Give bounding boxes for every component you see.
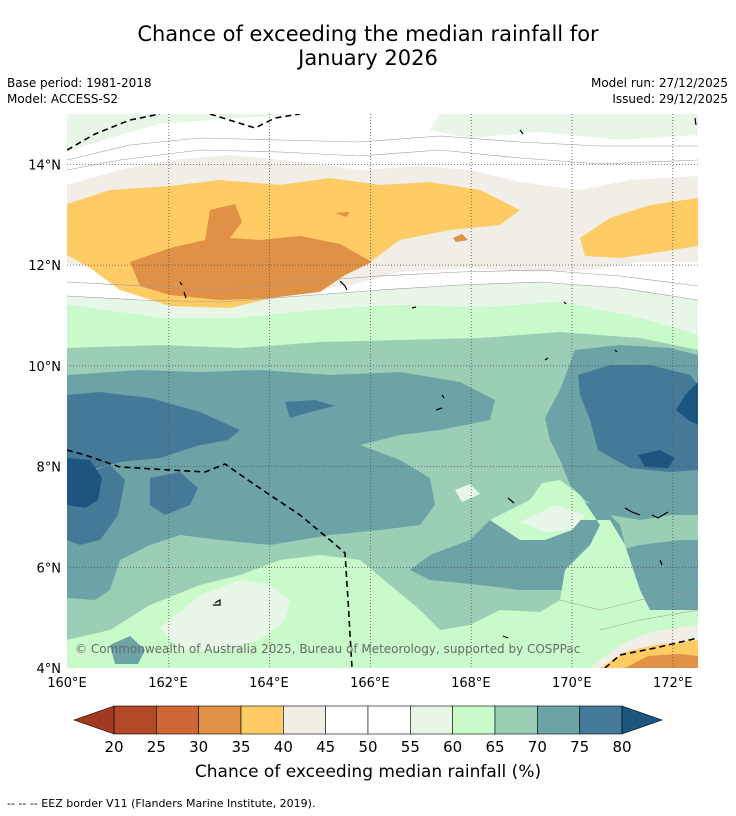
contour-above-80-east-1 — [638, 450, 675, 468]
colorbar-tick-label: 50 — [358, 738, 377, 756]
colorbar-low-extend — [73, 705, 115, 735]
contour-30-35 — [130, 204, 372, 300]
contour-75-80-west — [67, 392, 240, 470]
colorbar-swatch — [240, 705, 284, 735]
colorbar-high-extend — [621, 705, 663, 735]
colorbar-tick-label: 25 — [147, 738, 166, 756]
y-tick-label: 10°N — [28, 360, 61, 375]
colorbar-tick-label: 55 — [401, 738, 420, 756]
contour-top-green — [67, 114, 300, 152]
contour-lines — [67, 135, 698, 631]
model-name: Model: ACCESS-S2 — [7, 92, 119, 106]
colorbar-swatch — [494, 705, 538, 735]
contour-75-80-east — [578, 365, 698, 472]
colorbar-swatch — [325, 705, 369, 735]
colorbar-swatch — [283, 705, 326, 735]
x-tick-label: 172°E — [653, 676, 693, 691]
eez-footnote: -- -- -- EEZ border V11 (Flanders Marine… — [7, 797, 316, 810]
colorbar-tick-label: 80 — [612, 738, 631, 756]
y-axis-ticks: 4°N 6°N 8°N 10°N 12°N 14°N — [28, 158, 61, 677]
contour-30-35-se — [625, 654, 698, 668]
colorbar-swatch — [452, 705, 496, 735]
contour-55-60-south — [160, 580, 290, 650]
meta-right: Model run: 27/12/2025 Issued: 29/12/2025 — [591, 75, 728, 107]
title-line-2: January 2026 — [298, 46, 438, 70]
colorbar-tick-label: 20 — [104, 738, 123, 756]
contour-55-60-small — [455, 484, 480, 502]
x-axis-ticks: 160°E 162°E 164°E 166°E 168°E 170°E 172°E — [47, 676, 692, 691]
colorbar-swatch — [410, 705, 453, 735]
issued-date: Issued: 29/12/2025 — [612, 92, 728, 106]
contour-75-80-small — [285, 400, 335, 418]
y-tick-label: 12°N — [28, 259, 61, 274]
meta-left: Base period: 1981-2018 Model: ACCESS-S2 — [7, 75, 152, 107]
x-tick-label: 170°E — [552, 676, 592, 691]
contour-55-60-inner — [520, 505, 585, 532]
map-title: Chance of exceeding the median rainfall … — [0, 22, 736, 70]
base-period: Base period: 1981-2018 — [7, 76, 152, 90]
colorbar-swatch — [113, 705, 157, 735]
colorbar-tick-label: 70 — [528, 738, 547, 756]
map-gridlines — [67, 114, 698, 668]
x-tick-label: 164°E — [249, 676, 289, 691]
colorbar-tick-label: 65 — [485, 738, 504, 756]
contour-70-75-small-south — [110, 636, 145, 664]
contour-30-35-small-1 — [335, 212, 350, 217]
contour-30-35-small-2 — [453, 234, 468, 242]
colorbar-tick-label: 75 — [570, 738, 589, 756]
model-run: Model run: 27/12/2025 — [590, 76, 728, 90]
colorbar-tick-label: 30 — [189, 738, 208, 756]
contour-60-65-north — [67, 302, 698, 350]
colorbar-swatch — [156, 705, 199, 735]
y-tick-label: 8°N — [37, 461, 62, 476]
y-tick-label: 6°N — [37, 561, 62, 576]
islands — [179, 117, 697, 639]
x-tick-label: 166°E — [350, 676, 390, 691]
colorbar-swatch — [198, 705, 242, 735]
colorbar-title: Chance of exceeding median rainfall (%) — [194, 762, 542, 782]
copyright-notice: © Commonwealth of Australia 2025, Bureau… — [75, 642, 580, 656]
colorbar-swatch — [367, 705, 411, 735]
contour-top-green-2 — [430, 114, 698, 140]
x-tick-label: 162°E — [148, 676, 188, 691]
colorbar-swatch — [579, 705, 623, 735]
rainfall-contours: © Commonwealth of Australia 2025, Bureau… — [67, 114, 698, 668]
x-tick-label: 168°E — [451, 676, 491, 691]
y-tick-label: 4°N — [37, 662, 62, 677]
eez-border — [67, 114, 698, 668]
contour-35-40-east — [580, 198, 698, 258]
contour-above-80-east-2 — [676, 382, 698, 425]
colorbar-tick-label: 45 — [316, 738, 335, 756]
colorbar-tick-label: 35 — [231, 738, 250, 756]
title-line-1: Chance of exceeding the median rainfall … — [137, 22, 599, 46]
y-tick-label: 14°N — [28, 158, 61, 173]
colorbar: 20 25 30 35 40 45 50 55 60 65 70 75 80 — [73, 705, 663, 756]
colorbar-tick-label: 40 — [274, 738, 293, 756]
colorbar-tick-label: 60 — [443, 738, 462, 756]
contour-above-80-west — [67, 458, 102, 508]
x-tick-label: 160°E — [47, 676, 87, 691]
colorbar-swatch — [537, 705, 580, 735]
contour-75-80-blob — [150, 472, 198, 515]
